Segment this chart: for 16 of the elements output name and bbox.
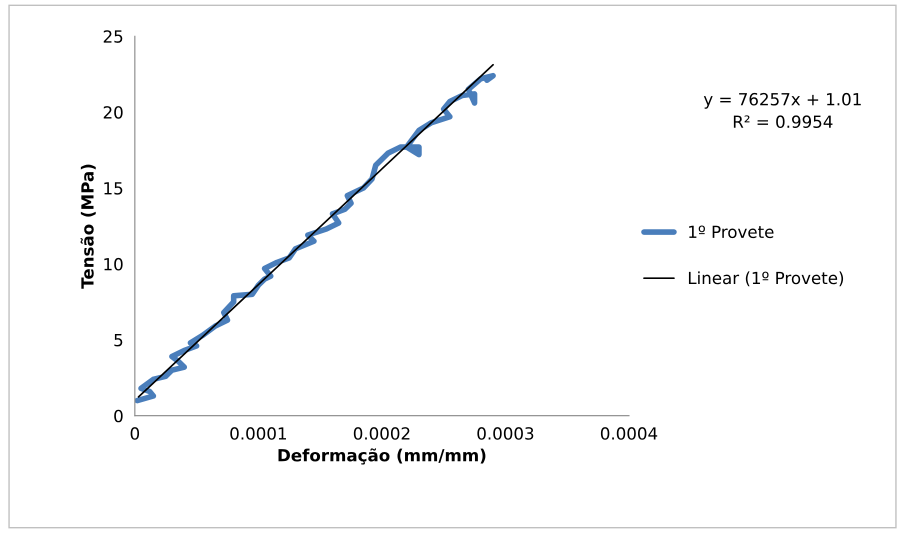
x-tick-label: 0.0003 [477, 427, 534, 440]
y-tick-label: 15 [104, 182, 122, 195]
x-tick-label: 0.0002 [354, 427, 410, 440]
y-tick-label: 25 [104, 30, 122, 43]
x-tick-label: 0.0001 [230, 427, 286, 440]
x-tick-label: 0 [130, 427, 140, 440]
y-tick-label: 0 [114, 410, 123, 422]
y-tick-label: 20 [104, 106, 123, 119]
text: y = 76257x + 1.01 R² = 0.9954 [704, 92, 861, 128]
legend-label: 1º Provete [689, 226, 774, 238]
y-tick-label: 5 [114, 334, 122, 346]
x-tick-label: 0.0004 [600, 427, 658, 440]
y-axis-title: Tensão (MPa) [80, 164, 96, 289]
legend-label: Linear (1º Provete) [688, 271, 844, 286]
x-axis-title: Deformação (mm/mm) [278, 448, 486, 465]
y-tick-label: 10 [104, 258, 123, 271]
